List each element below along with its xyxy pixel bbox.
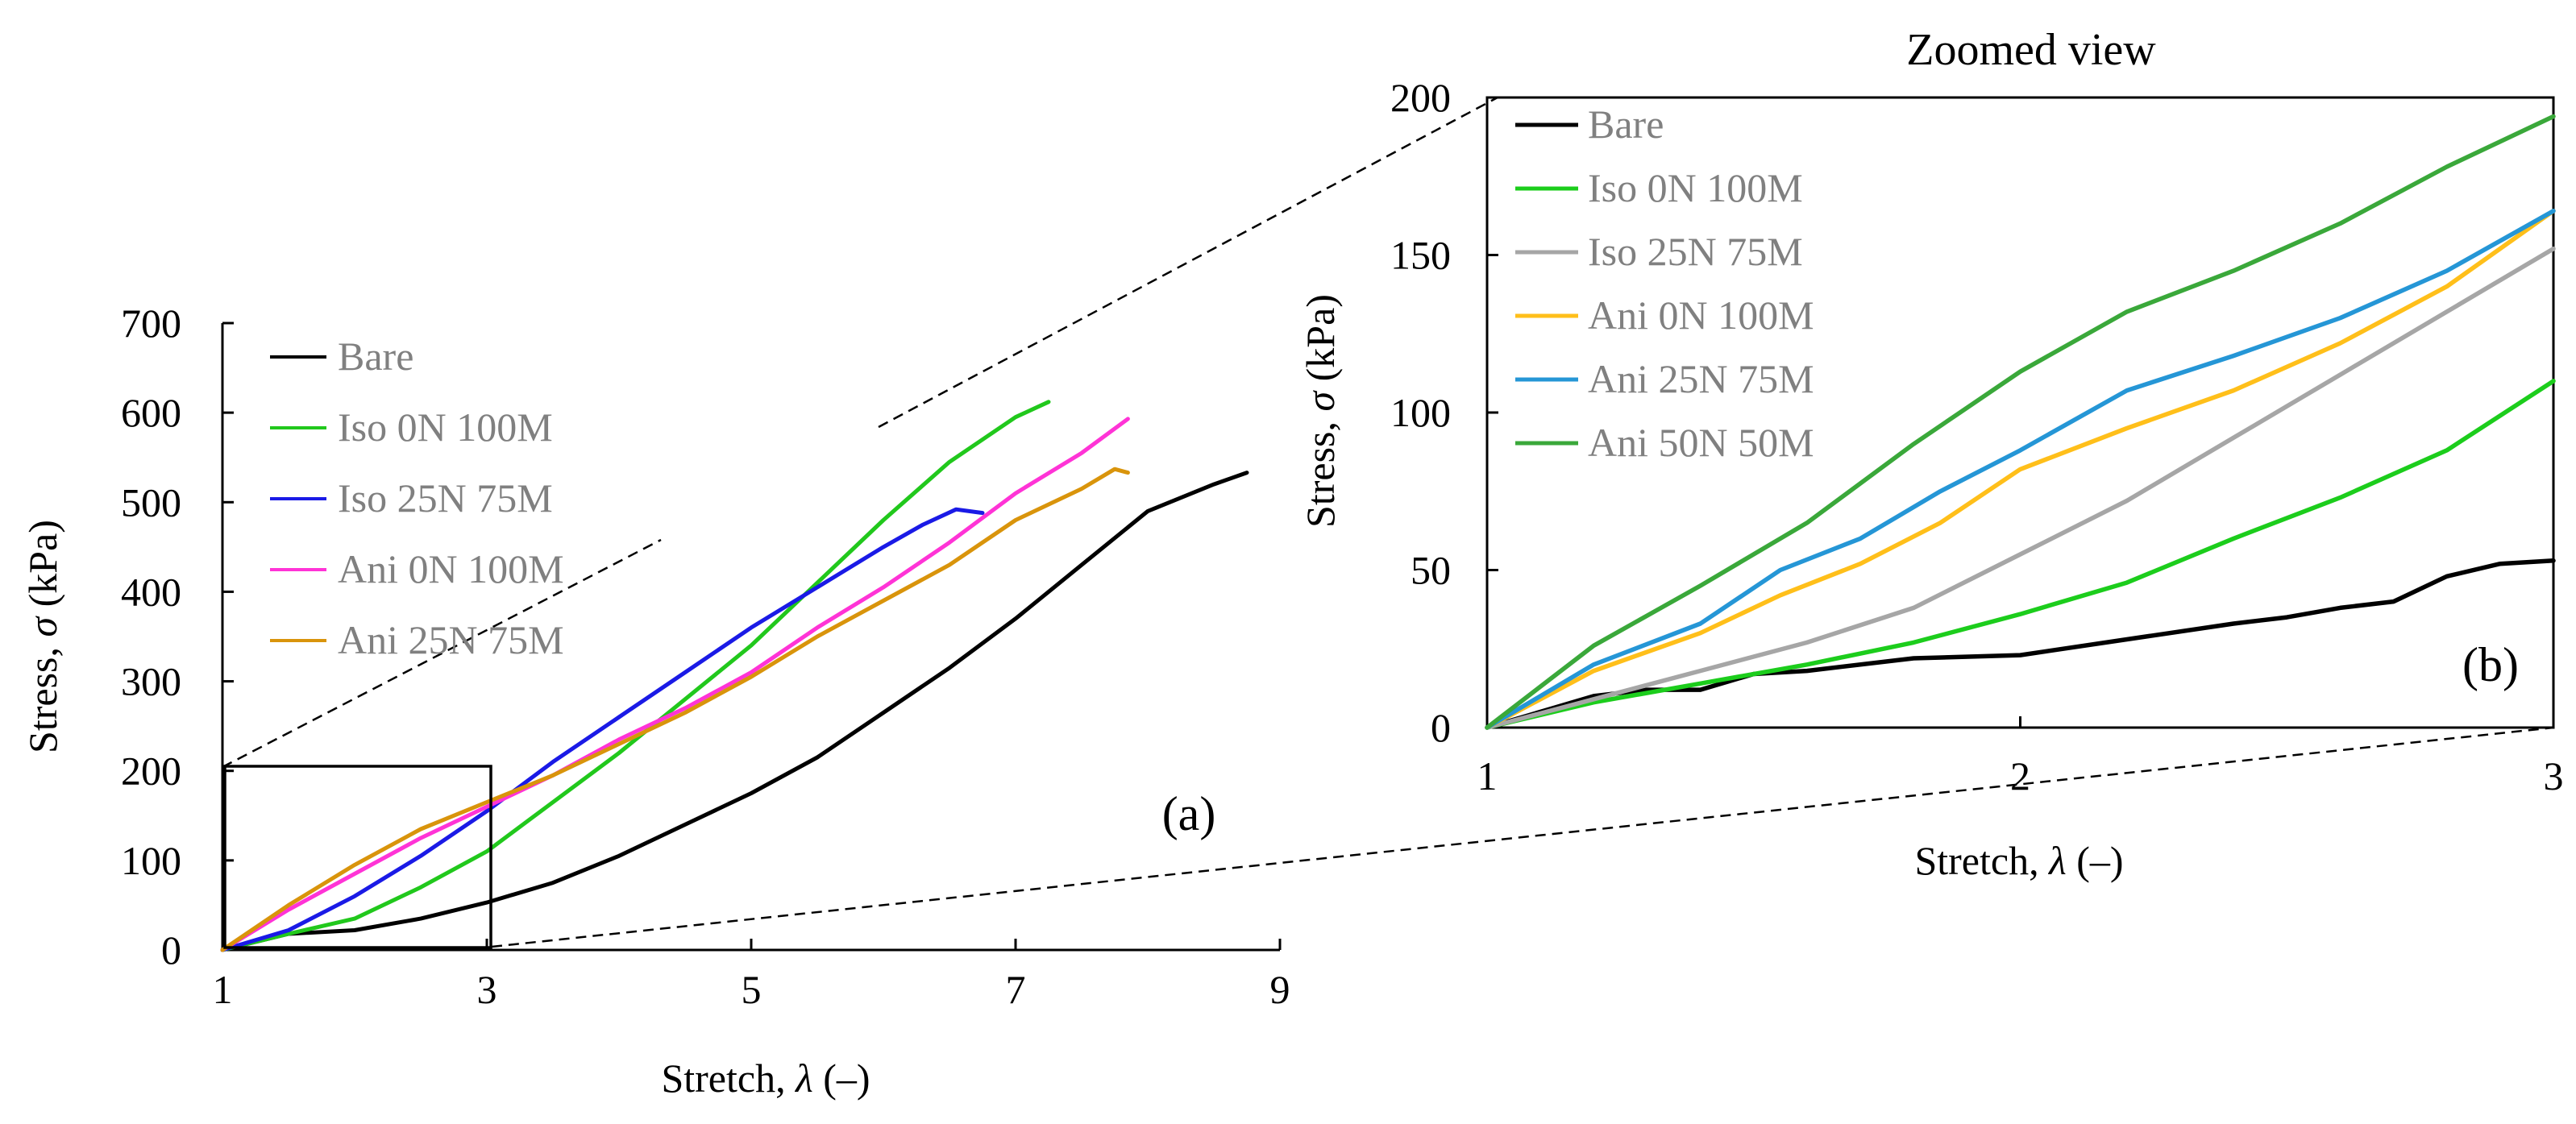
a-legend-label: Iso 0N 100M (338, 404, 553, 450)
b-x-tick-label: 3 (2544, 753, 2564, 798)
a-x-tick-label: 1 (213, 967, 233, 1012)
zoom-connector-top (222, 538, 662, 769)
b-series-line-iso-0n-100m (1485, 379, 2556, 730)
b-legend-label: Bare (1588, 102, 1664, 147)
a-y-tick-label: 600 (121, 390, 181, 435)
a-x-tick-label: 9 (1270, 967, 1290, 1012)
a-legend-label: Ani 0N 100M (338, 546, 564, 591)
a-x-tick-label: 5 (742, 967, 762, 1012)
b-series-line-ani-0n-100m (1485, 209, 2556, 730)
b-series-line-iso-25n-75m (1485, 246, 2556, 730)
a-tick-marks (221, 321, 1282, 952)
a-series-line-iso-25n-75m (220, 507, 985, 952)
a-legend-label: Bare (338, 334, 413, 379)
a-y-tick-label: 500 (121, 479, 181, 525)
b-y-tick-label: 200 (1390, 75, 1451, 120)
b-x-tick-label: 1 (1477, 753, 1498, 798)
b-y-tick-labels: 0 50 100 150 200 (1390, 75, 1451, 750)
a-x-axis-label: Stretch, λ (–) (661, 1056, 870, 1101)
a-y-tick-label: 300 (121, 659, 181, 704)
a-series-line-bare (220, 471, 1249, 952)
b-x-tick-label: 2 (2010, 753, 2030, 798)
a-legend-label: Iso 25N 75M (338, 475, 553, 521)
a-series-line-ani-0n-100m (220, 417, 1130, 952)
a-x-tick-label: 7 (1006, 967, 1026, 1012)
b-x-axis-label: Stretch, λ (–) (1914, 838, 2123, 883)
a-y-tick-label: 100 (121, 838, 181, 883)
b-y-axis-label: Stress, σ (kPa) (1298, 294, 1343, 528)
a-series-line-iso-0n-100m (220, 400, 1051, 952)
b-x-tick-labels: 1 2 3 (1477, 753, 2564, 798)
b-series-group (1485, 114, 2556, 730)
b-y-tick-label: 150 (1390, 233, 1451, 278)
panel-b: Zoomed view 1 2 3 0 50 100 150 200 Stretch, λ … (1298, 25, 2564, 883)
a-y-tick-labels: 0 100 200 300 400 500 600 700 (121, 301, 181, 973)
a-series-group (220, 400, 1249, 952)
b-y-tick-label: 0 (1431, 705, 1451, 750)
b-panel-label: (b) (2462, 638, 2519, 691)
a-y-tick-label: 200 (121, 749, 181, 794)
b-legend-label: Ani 25N 75M (1588, 356, 1814, 401)
zoom-connector-top-2 (878, 96, 1498, 429)
b-series-line-ani-25n-75m (1485, 209, 2556, 730)
a-x-tick-labels: 1 3 5 7 9 (213, 967, 1290, 1012)
a-y-tick-label: 700 (121, 301, 181, 346)
b-legend-label: Ani 0N 100M (1588, 292, 1814, 338)
b-legend-label: Iso 25N 75M (1588, 229, 1803, 274)
zoom-connector-bottom (491, 726, 2554, 948)
a-x-tick-label: 3 (477, 967, 497, 1012)
a-y-tick-label: 400 (121, 569, 181, 614)
b-legend: Bare Iso 0N 100M Iso 25N 75M Ani 0N 100M Ani… (1515, 102, 1814, 465)
a-series-line-ani-25n-75m (220, 467, 1130, 952)
b-legend-label: Ani 50N 50M (1588, 420, 1814, 465)
a-panel-label: (a) (1162, 787, 1216, 840)
a-y-tick-label: 0 (161, 927, 181, 973)
a-legend: Bare Iso 0N 100M Iso 25N 75M Ani 0N 100M Ani… (270, 334, 564, 662)
b-y-tick-label: 50 (1411, 548, 1451, 593)
b-y-tick-label: 100 (1390, 390, 1451, 435)
a-zoom-box (223, 765, 492, 949)
b-series-line-ani-50n-50m (1485, 114, 2556, 730)
a-y-axis-label: Stress, σ (kPa) (20, 520, 65, 753)
b-chart-title: Zoomed view (1906, 25, 2156, 75)
a-legend-label: Ani 25N 75M (338, 617, 564, 662)
panel-a: 1 3 5 7 9 0 100 200 300 400 500 600 700 Stretch, λ … (20, 301, 1290, 1101)
b-legend-label: Iso 0N 100M (1588, 165, 1803, 210)
